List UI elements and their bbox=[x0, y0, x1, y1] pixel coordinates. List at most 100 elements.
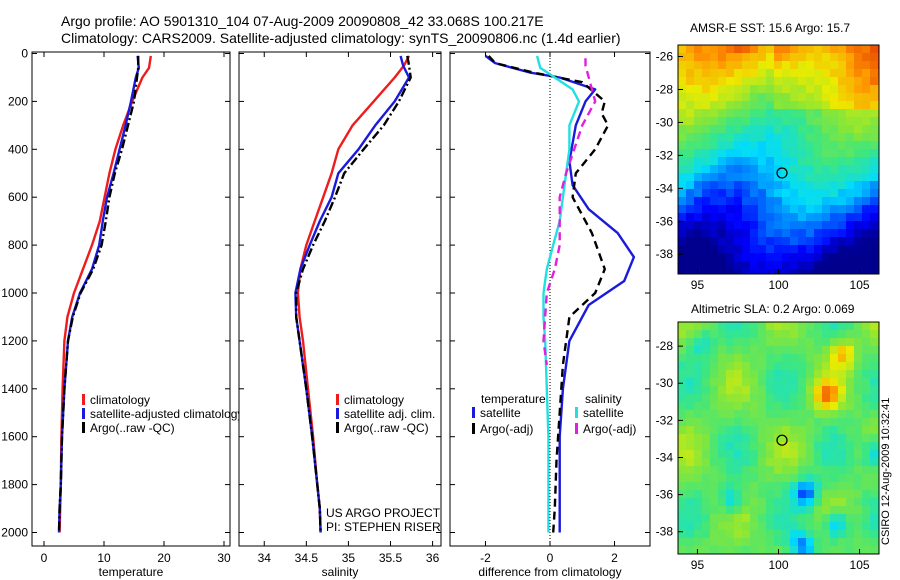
map-cell bbox=[710, 197, 719, 206]
map-cell bbox=[686, 133, 695, 142]
map-cell bbox=[846, 346, 855, 355]
map-cell bbox=[750, 410, 759, 419]
map-cell bbox=[702, 181, 711, 190]
map-cell bbox=[870, 125, 879, 134]
map-cell bbox=[870, 141, 879, 150]
map-cell bbox=[838, 165, 847, 174]
map-cell bbox=[854, 173, 863, 182]
map-cell bbox=[686, 498, 695, 507]
map-cell bbox=[822, 490, 831, 499]
map-cell bbox=[726, 269, 735, 275]
map-cell bbox=[798, 229, 807, 238]
map-cell bbox=[782, 165, 791, 174]
map-cell bbox=[846, 410, 855, 419]
map-cell bbox=[822, 338, 831, 347]
map-cell bbox=[838, 61, 847, 70]
map-cell bbox=[862, 522, 871, 531]
map-y-tick-label: -32 bbox=[656, 148, 674, 162]
map-cell bbox=[694, 370, 703, 379]
map-cell bbox=[838, 197, 847, 206]
legend-label: satellite bbox=[480, 406, 521, 420]
map-field bbox=[678, 322, 880, 555]
map-cell bbox=[798, 386, 807, 395]
map-cell bbox=[838, 370, 847, 379]
map-cell bbox=[870, 362, 879, 371]
map-cell bbox=[822, 410, 831, 419]
map-cell bbox=[798, 205, 807, 214]
map-cell bbox=[694, 458, 703, 467]
map-cell bbox=[766, 514, 775, 523]
map-cell bbox=[686, 330, 695, 339]
map-cell bbox=[870, 261, 879, 270]
map-cell bbox=[678, 157, 687, 166]
map-cell bbox=[734, 442, 743, 451]
map-cell bbox=[774, 370, 783, 379]
map-cell bbox=[806, 338, 815, 347]
map-cell bbox=[750, 173, 759, 182]
map-cell bbox=[702, 125, 711, 134]
map-cell bbox=[862, 490, 871, 499]
map-cell bbox=[710, 538, 719, 547]
map-cell bbox=[806, 261, 815, 270]
map-cell bbox=[678, 269, 687, 275]
map-y-tick-label: -34 bbox=[656, 450, 674, 464]
map-cell bbox=[686, 189, 695, 198]
map-cell bbox=[846, 165, 855, 174]
map-cell bbox=[806, 85, 815, 94]
map-cell bbox=[814, 530, 823, 539]
map-cell bbox=[702, 253, 711, 262]
map-cell bbox=[798, 450, 807, 459]
map-cell bbox=[750, 53, 759, 62]
x-tick-label: 10 bbox=[97, 551, 111, 565]
map-cell bbox=[846, 61, 855, 70]
map-cell bbox=[806, 378, 815, 387]
map-cell bbox=[862, 261, 871, 270]
map-cell bbox=[726, 77, 735, 86]
map-cell bbox=[846, 101, 855, 110]
legend-label: satellite adj. clim. bbox=[344, 407, 435, 421]
map-cell bbox=[846, 442, 855, 451]
map-cell bbox=[742, 330, 751, 339]
map-cell bbox=[758, 386, 767, 395]
map-cell bbox=[686, 538, 695, 547]
map-cell bbox=[710, 498, 719, 507]
map-cell bbox=[806, 117, 815, 126]
map-cell bbox=[870, 197, 879, 206]
map-cell bbox=[822, 101, 831, 110]
map-cell bbox=[686, 197, 695, 206]
map-cell bbox=[726, 261, 735, 270]
map-cell bbox=[702, 45, 711, 54]
map-cell bbox=[798, 346, 807, 355]
map-cell bbox=[694, 506, 703, 515]
map-cell bbox=[814, 466, 823, 475]
map-cell bbox=[870, 418, 879, 427]
map-cell bbox=[838, 402, 847, 411]
map-cell bbox=[854, 261, 863, 270]
map-cell bbox=[742, 490, 751, 499]
map-cell bbox=[694, 69, 703, 78]
map-cell bbox=[766, 221, 775, 230]
map-cell bbox=[734, 490, 743, 499]
map-cell bbox=[726, 458, 735, 467]
map-cell bbox=[694, 466, 703, 475]
map-cell bbox=[742, 101, 751, 110]
map-cell bbox=[774, 450, 783, 459]
map-cell bbox=[678, 466, 687, 475]
map-cell bbox=[734, 165, 743, 174]
map-cell bbox=[830, 157, 839, 166]
map-cell bbox=[678, 213, 687, 222]
map-cell bbox=[814, 141, 823, 150]
map-cell bbox=[702, 149, 711, 158]
map-cell bbox=[694, 221, 703, 230]
map-cell bbox=[822, 402, 831, 411]
map-cell bbox=[774, 109, 783, 118]
map-cell bbox=[814, 189, 823, 198]
map-cell bbox=[734, 197, 743, 206]
map-cell bbox=[782, 410, 791, 419]
map-cell bbox=[678, 474, 687, 483]
map-cell bbox=[830, 125, 839, 134]
map-cell bbox=[814, 269, 823, 275]
map-cell bbox=[702, 109, 711, 118]
map-cell bbox=[838, 173, 847, 182]
